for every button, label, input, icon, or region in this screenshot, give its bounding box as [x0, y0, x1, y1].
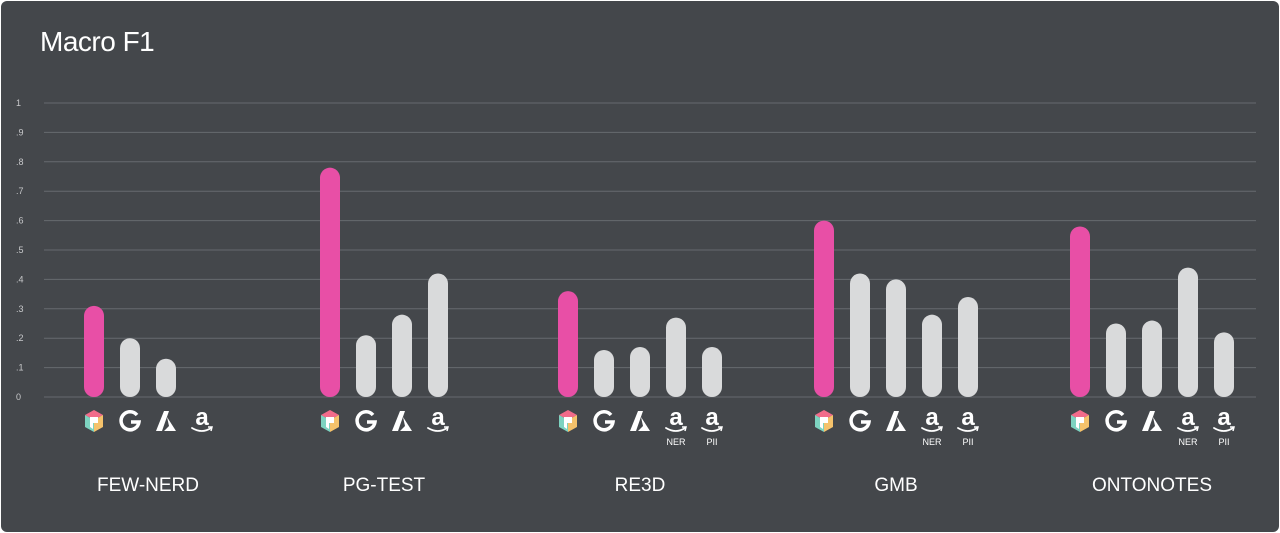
azure-icon: [1142, 411, 1162, 431]
bar: [1070, 226, 1090, 397]
bar: [120, 338, 140, 397]
bar: [666, 317, 686, 397]
bar: [558, 291, 578, 397]
category-label: RE3D: [615, 475, 666, 496]
icon-sublabel: PII: [706, 437, 717, 447]
bar: [1142, 320, 1162, 397]
bar: [1106, 323, 1126, 397]
bar: [630, 347, 650, 397]
amazon-icon: a: [427, 404, 449, 432]
bar: [356, 335, 376, 397]
bar: [594, 349, 614, 397]
bar: [1214, 332, 1234, 397]
icon-sublabel: PII: [962, 437, 973, 447]
logo-icon: [1071, 410, 1089, 432]
svg-text:a: a: [431, 404, 445, 431]
icon-sublabel: NER: [922, 437, 942, 447]
category-label: PG-TEST: [343, 475, 426, 496]
y-tick-label: .3: [16, 304, 24, 314]
y-tick-label: .9: [16, 127, 24, 137]
bar: [156, 358, 176, 397]
icon-sublabel: NER: [666, 437, 686, 447]
category-label: ONTONOTES: [1092, 475, 1212, 496]
bar: [850, 273, 870, 397]
bar: [814, 220, 834, 397]
svg-text:a: a: [1181, 404, 1195, 431]
bar: [1178, 267, 1198, 397]
azure-icon: [630, 411, 650, 431]
amazon-icon: a: [921, 404, 943, 432]
azure-icon: [392, 411, 412, 431]
bar: [958, 297, 978, 397]
bar-group: [1070, 226, 1234, 397]
amazon-icon: a: [701, 404, 723, 432]
y-tick-label: 1: [16, 98, 21, 108]
logo-icon: [321, 410, 339, 432]
amazon-icon: a: [191, 404, 213, 432]
amazon-icon: a: [665, 404, 687, 432]
logo-icon: [815, 410, 833, 432]
bar: [702, 347, 722, 397]
amazon-icon: a: [957, 404, 979, 432]
google-icon: [119, 410, 142, 432]
y-tick-label: 0: [16, 392, 21, 402]
svg-text:a: a: [705, 404, 719, 431]
svg-text:a: a: [1217, 404, 1231, 431]
bar: [922, 314, 942, 397]
category-label: GMB: [874, 475, 917, 496]
google-icon: [849, 410, 872, 432]
category-label: FEW-NERD: [97, 475, 199, 496]
bar-group: [84, 305, 176, 397]
svg-text:a: a: [195, 404, 209, 431]
bar: [392, 314, 412, 397]
y-tick-label: .1: [16, 363, 24, 373]
amazon-icon: a: [1213, 404, 1235, 432]
amazon-icon: a: [1177, 404, 1199, 432]
google-icon: [593, 410, 616, 432]
bar: [84, 305, 104, 397]
bar-group: [814, 220, 978, 397]
y-tick-label: .6: [16, 216, 24, 226]
chart-title: Macro F1: [40, 26, 155, 57]
y-tick-label: .7: [16, 186, 24, 196]
svg-text:a: a: [669, 404, 683, 431]
logo-icon: [559, 410, 577, 432]
google-icon: [1105, 410, 1128, 432]
bar: [886, 279, 906, 397]
bar: [320, 167, 340, 397]
y-tick-label: .4: [16, 274, 24, 284]
bar-group: [558, 291, 722, 397]
bar: [428, 273, 448, 397]
icon-sublabel: PII: [1218, 437, 1229, 447]
bar-group: [320, 167, 448, 397]
icon-sublabel: NER: [1178, 437, 1198, 447]
azure-icon: [156, 411, 176, 431]
y-tick-label: .5: [16, 245, 24, 255]
svg-text:a: a: [961, 404, 975, 431]
logo-icon: [85, 410, 103, 432]
svg-text:a: a: [925, 404, 939, 431]
google-icon: [355, 410, 378, 432]
azure-icon: [886, 411, 906, 431]
y-tick-label: .8: [16, 157, 24, 167]
y-tick-label: .2: [16, 333, 24, 343]
